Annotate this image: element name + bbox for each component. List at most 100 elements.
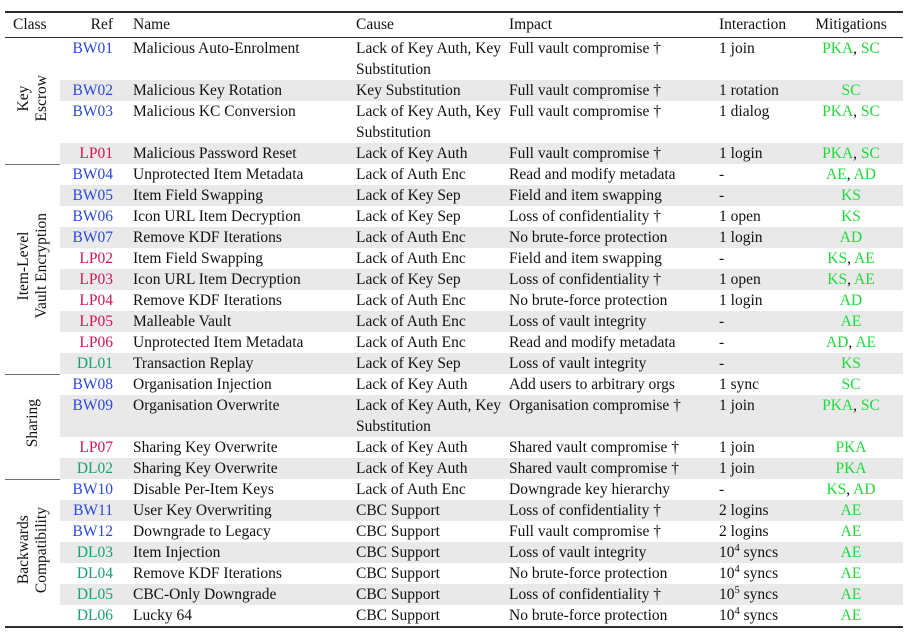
header-name: Name [133,16,171,33]
mitigation-code: AE [840,544,862,561]
name-cell: Downgrade to Legacy [133,523,271,540]
table-row: BW11 User Key Overwriting CBC Support Loss … [5,500,903,521]
header-interaction: Interaction [719,16,787,33]
impact-cell: Add users to arbitrary orgs [509,376,675,393]
ref-code: DL01 [76,355,113,372]
mitigations-cell: AE [799,542,903,563]
header-row: Class Ref Name Cause Impact Interaction … [5,12,903,38]
name-cell: Item Injection [123,542,350,563]
ref-cell: BW06 [60,206,123,227]
table-row: DL04 Remove KDF Iterations CBC Support No b… [5,563,903,584]
name-cell: Organisation Overwrite [123,395,350,437]
mitigations-cell: PKA [799,437,903,458]
table-row: BW09 Organisation Overwrite Lack of Key Au… [5,395,903,437]
table-row: DL02 Sharing Key Overwrite Lack of Key Aut… [5,458,903,479]
mitigation-code: AD [826,334,849,351]
ref-code: BW07 [72,229,113,246]
ref-cell: BW10 [60,479,123,500]
table-row: LP02 Item Field Swapping Lack of Auth Enc F… [5,248,903,269]
name-cell: Unprotected Item Metadata [133,334,304,351]
mitigation-code: KS [827,250,848,267]
impact-cell: Loss of vault integrity [505,353,713,374]
mitigations-cell: SC [799,374,903,395]
interaction-cell: 1 dialog [719,103,770,120]
interaction-cell: 2 logins [719,523,769,540]
name-cell: CBC-Only Downgrade [123,584,350,605]
mitigations-cell: KS [799,353,903,374]
ref-cell: LP01 [60,143,123,164]
impact-cell: Shared vault compromise † [505,458,713,479]
cause-cell: Lack of Key Auth, Key Substitution [356,103,502,141]
ref-code: BW02 [72,82,113,99]
mitigation-code: AE [840,607,862,624]
cause-cell: Lack of Key Sep [356,208,461,225]
ref-cell: BW01 [60,38,123,81]
table-row: BW06 Icon URL Item Decryption Lack of Key … [5,206,903,227]
ref-code: DL04 [76,565,113,582]
cause-cell: CBC Support [356,523,440,540]
impact-cell: Loss of vault integrity [505,311,713,332]
mitigation-code: SC [841,376,861,393]
name-cell: Sharing Key Overwrite [123,458,350,479]
ref-code: BW09 [72,397,113,414]
cause-cell: CBC Support [356,565,440,582]
cause-cell: Lack of Auth Enc [356,334,466,351]
mitigation-code: KS [841,208,861,225]
name-cell: Sharing Key Overwrite [133,439,278,456]
cause-cell: Lack of Key Auth [350,458,505,479]
table-row: LP06 Unprotected Item Metadata Lack of Aut… [5,332,903,353]
class-group-cell: Sharing [5,373,60,479]
mitigations-cell: PKA, SC [799,395,903,437]
name-cell: Icon URL Item Decryption [123,269,350,290]
cause-cell: Lack of Key Auth [356,439,468,456]
mitigation-code: SC [860,145,880,162]
mitigation-code: SC [860,103,880,120]
ref-cell: LP04 [60,290,123,311]
mitigation-code: AD [839,229,863,246]
cause-cell: CBC Support [350,500,505,521]
impact-cell: Full vault compromise † [509,40,661,57]
class-group-cell: Backwards Compatibility [5,478,60,627]
mitigation-code: AD [853,166,876,183]
name-cell: Unprotected Item Metadata [133,166,304,183]
ref-code: LP04 [79,292,113,309]
cause-cell: Key Substitution [350,80,505,101]
mitigation-code: SC [841,82,861,99]
impact-cell: Loss of confidentiality † [509,208,661,225]
table-row: LP03 Icon URL Item Decryption Lack of Key … [5,269,903,290]
ref-code: BW08 [72,376,113,393]
name-cell: Malicious KC Conversion [133,103,296,120]
table-row: DL06 Lucky 64 CBC Support No brute-force pr… [5,605,903,627]
mitigation-code: AE [854,250,875,267]
table-header: Class Ref Name Cause Impact Interaction … [5,12,903,38]
table-row: LP05 Malleable Vault Lack of Auth Enc Loss … [5,311,903,332]
ref-cell: LP05 [60,311,123,332]
interaction-cell: 1 login [713,227,799,248]
class-group-cell: Item-Level Vault Encryption [5,163,60,374]
header-class: Class [13,16,47,33]
mitigation-code: AD [839,292,863,309]
mitigation-code: KS [841,187,861,204]
table-row: BW07 Remove KDF Iterations Lack of Auth En… [5,227,903,248]
ref-cell: LP06 [60,332,123,353]
interaction-cell: 1 join [719,40,755,57]
mitigations-cell: AE, AD [826,166,876,183]
interaction-cell: - [719,250,725,267]
mitigations-cell: AE [799,563,903,584]
impact-cell: No brute-force protection [509,292,668,309]
mitigation-code: KS [841,355,861,372]
ref-code: BW10 [72,481,113,498]
impact-cell: Full vault compromise † [505,80,713,101]
ref-code: DL03 [76,544,113,561]
interaction-cell: 1 join [719,439,755,456]
table-row: BW02 Malicious Key Rotation Key Substituti… [5,80,903,101]
cause-cell: Lack of Auth Enc [356,166,466,183]
cause-cell: Lack of Key Sep [350,185,505,206]
mitigations-cell: AE [799,500,903,521]
ref-code: BW12 [72,523,113,540]
ref-cell: DL01 [60,353,123,374]
ref-cell: BW04 [60,164,123,185]
ref-cell: DL06 [60,605,123,627]
interaction-cell: 1 sync [719,376,760,393]
interaction-cell: 1 open [713,269,799,290]
